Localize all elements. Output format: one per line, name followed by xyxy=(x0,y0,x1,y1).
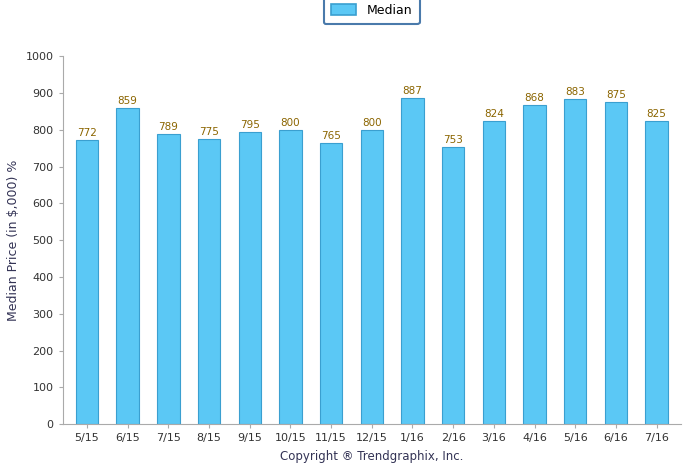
Bar xyxy=(401,98,424,424)
Text: 883: 883 xyxy=(566,87,585,97)
Text: 825: 825 xyxy=(647,109,667,118)
Text: 753: 753 xyxy=(443,135,463,145)
Bar xyxy=(483,121,505,424)
Bar xyxy=(116,108,139,424)
Text: 875: 875 xyxy=(606,90,626,100)
Bar xyxy=(564,100,586,424)
Bar xyxy=(76,140,98,424)
Bar xyxy=(157,134,180,424)
Text: 887: 887 xyxy=(402,86,422,96)
Text: 824: 824 xyxy=(484,109,504,119)
Bar xyxy=(239,132,261,424)
Bar xyxy=(361,130,383,424)
Text: 800: 800 xyxy=(362,118,382,128)
Text: 772: 772 xyxy=(77,128,97,138)
Bar xyxy=(605,102,627,424)
Text: 795: 795 xyxy=(240,119,259,130)
Bar xyxy=(442,147,464,424)
Text: 775: 775 xyxy=(199,127,219,137)
Text: 765: 765 xyxy=(321,131,341,141)
Bar xyxy=(320,143,343,424)
Legend: Median: Median xyxy=(324,0,420,24)
Bar xyxy=(524,105,546,424)
Text: 868: 868 xyxy=(525,93,544,103)
Text: 800: 800 xyxy=(281,118,300,128)
Text: 859: 859 xyxy=(118,96,138,106)
Bar xyxy=(279,130,301,424)
X-axis label: Copyright ® Trendgraphix, Inc.: Copyright ® Trendgraphix, Inc. xyxy=(280,450,464,463)
Y-axis label: Median Price (in $,000) %: Median Price (in $,000) % xyxy=(7,159,20,321)
Text: 789: 789 xyxy=(158,122,178,132)
Bar xyxy=(645,121,668,424)
Bar xyxy=(198,139,220,424)
